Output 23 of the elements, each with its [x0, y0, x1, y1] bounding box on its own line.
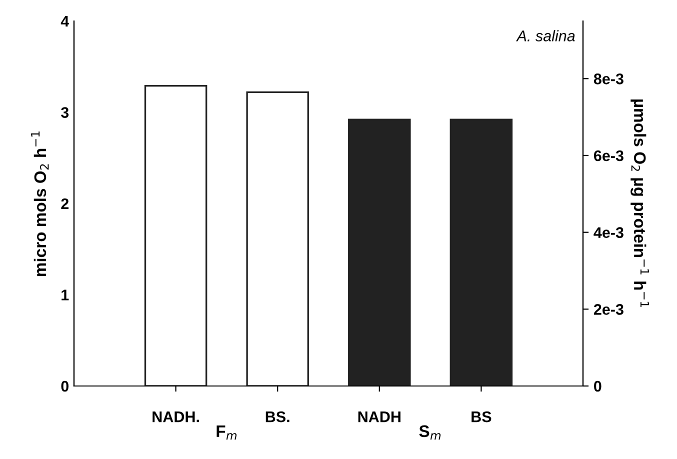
bar	[450, 118, 513, 386]
x-tick-label: NADH.	[152, 412, 199, 422]
y-tick-label: 4	[60, 16, 70, 27]
y-tick-label: 3	[60, 107, 69, 118]
y2-tick-label: 8e-3	[594, 74, 624, 84]
y-tick-label: 1	[62, 290, 69, 300]
text: F$_{m}$	[216, 425, 237, 440]
y2-axis-title: µmols O$_{2}$ µg protein$^{−1}$ h$^{−1}$	[630, 100, 649, 307]
x-tick-label: BS.	[266, 411, 290, 422]
x-tick-label: BS	[472, 411, 492, 422]
bar	[348, 118, 411, 386]
y2-tick-label: 0	[594, 380, 602, 392]
y-tick-label: 0	[61, 380, 69, 392]
bar	[144, 84, 208, 386]
x-tick-label: NADH	[358, 412, 400, 422]
y-axis-title: micro mols O$_{2}$ h$^{−1}$	[31, 132, 49, 276]
annotation: A. salina	[516, 30, 575, 42]
y2-tick-label: 6e-3	[594, 150, 624, 162]
y2-tick-label: 4e-3	[594, 227, 624, 238]
text: S$_{m}$	[419, 425, 441, 440]
y2-tick-label: 2e-3	[594, 304, 624, 315]
bar	[246, 91, 309, 386]
y-tick-label: 2	[61, 198, 69, 210]
